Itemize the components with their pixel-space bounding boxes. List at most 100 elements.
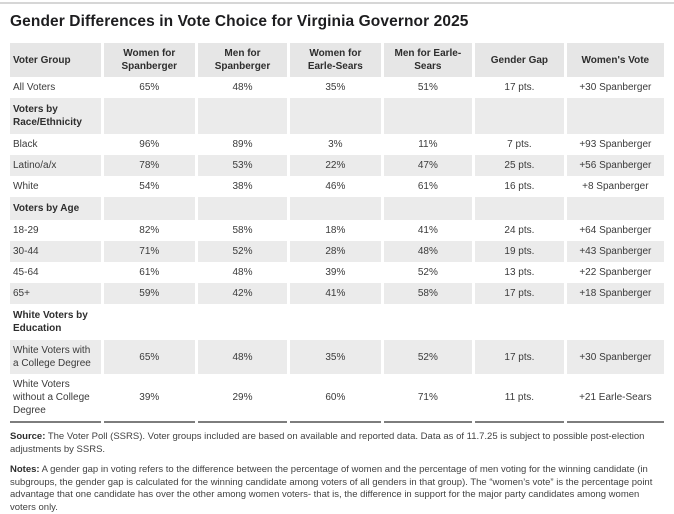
value-cell: 71% (380, 374, 474, 422)
table-row: 18-29 82% 58% 18% 41% 24 pts. +64 Spanberger (10, 220, 664, 241)
value-cell: 48% (194, 77, 289, 98)
value-cell (194, 98, 289, 134)
value-cell: +21 Earle-Sears (563, 374, 664, 422)
source-text: The Voter Poll (SSRS). Voter groups incl… (10, 431, 645, 455)
value-cell: 54% (100, 176, 197, 197)
value-cell: 11% (380, 134, 474, 155)
value-cell (563, 304, 664, 340)
value-cell (194, 197, 289, 220)
value-cell: 35% (287, 77, 383, 98)
value-cell: 65% (100, 77, 197, 98)
value-cell: 48% (194, 262, 289, 283)
value-cell: 52% (380, 340, 474, 374)
voter-group-cell: White Voters with a College Degree (13, 345, 91, 369)
value-cell: +43 Spanberger (563, 241, 664, 262)
value-cell: 28% (287, 241, 383, 262)
notes-text: A gender gap in voting refers to the dif… (10, 464, 653, 513)
value-cell (472, 197, 566, 220)
value-cell: 29% (194, 374, 289, 422)
table-row: Black 96% 89% 3% 11% 7 pts. +93 Spanberger (10, 134, 664, 155)
value-cell: 96% (100, 134, 197, 155)
table-row: White Voters without a College Degree 39%… (10, 374, 664, 422)
voter-group-cell: Voters by Race/Ethnicity (13, 104, 82, 128)
footer: Source: The Voter Poll (SSRS). Voter gro… (10, 431, 664, 514)
section-row: White Voters by Education (10, 304, 664, 340)
value-cell: 71% (100, 241, 197, 262)
value-cell: 89% (194, 134, 289, 155)
value-cell: 35% (287, 340, 383, 374)
source-note: Source: The Voter Poll (SSRS). Voter gro… (10, 431, 664, 456)
voter-group-cell: Latino/a/x (13, 160, 57, 171)
value-cell (100, 197, 197, 220)
table-row: 65+ 59% 42% 41% 58% 17 pts. +18 Spanberger (10, 283, 664, 304)
voter-group-cell: White Voters by Education (13, 310, 88, 334)
column-header: Women for Earle-Sears (287, 43, 383, 77)
value-cell: 22% (287, 155, 383, 176)
value-cell: 82% (100, 220, 197, 241)
voter-group-cell: All Voters (13, 82, 56, 93)
value-cell: 41% (380, 220, 474, 241)
value-cell: +64 Spanberger (563, 220, 664, 241)
value-cell: 39% (287, 262, 383, 283)
value-cell: 17 pts. (472, 283, 566, 304)
section-row: Voters by Race/Ethnicity (10, 98, 664, 134)
value-cell: 41% (287, 283, 383, 304)
value-cell: 60% (287, 374, 383, 422)
value-cell: 52% (380, 262, 474, 283)
page-title: Gender Differences in Vote Choice for Vi… (10, 13, 469, 30)
section-row: Voters by Age (10, 197, 664, 220)
value-cell: 53% (194, 155, 289, 176)
value-cell: 18% (287, 220, 383, 241)
table-row: 30-44 71% 52% 28% 48% 19 pts. +43 Spanberger (10, 241, 664, 262)
column-header: Men for Earle-Sears (380, 43, 474, 77)
value-cell: 61% (100, 262, 197, 283)
column-header: Women's Vote (563, 43, 664, 77)
voter-group-cell: Black (13, 139, 38, 150)
value-cell: 58% (380, 283, 474, 304)
voter-group-cell: 65+ (13, 288, 30, 299)
value-cell: 52% (194, 241, 289, 262)
value-cell: 61% (380, 176, 474, 197)
voter-group-cell: White (13, 181, 39, 192)
value-cell: 24 pts. (472, 220, 566, 241)
value-cell (472, 304, 566, 340)
table-row: White 54% 38% 46% 61% 16 pts. +8 Spanberger (10, 176, 664, 197)
column-header: Women for Spanberger (100, 43, 197, 77)
value-cell: 58% (194, 220, 289, 241)
voter-group-cell: 30-44 (13, 246, 39, 257)
top-divider (0, 2, 674, 4)
value-cell: 17 pts. (472, 340, 566, 374)
value-cell (380, 197, 474, 220)
voter-group-cell: Voters by Age (13, 203, 80, 214)
value-cell: 42% (194, 283, 289, 304)
value-cell: 47% (380, 155, 474, 176)
voter-group-cell: White Voters without a College Degree (13, 379, 90, 416)
value-cell (380, 304, 474, 340)
source-label: Source: (10, 431, 46, 442)
value-cell: 65% (100, 340, 197, 374)
value-cell: 17 pts. (472, 77, 566, 98)
value-cell (100, 304, 197, 340)
table-row: 45-64 61% 48% 39% 52% 13 pts. +22 Spanberger (10, 262, 664, 283)
value-cell: 48% (194, 340, 289, 374)
notes-note: Notes: A gender gap in voting refers to … (10, 464, 664, 514)
value-cell: 78% (100, 155, 197, 176)
value-cell: +56 Spanberger (563, 155, 664, 176)
value-cell: 13 pts. (472, 262, 566, 283)
value-cell: 25 pts. (472, 155, 566, 176)
value-cell: +18 Spanberger (563, 283, 664, 304)
value-cell (380, 98, 474, 134)
value-cell: 51% (380, 77, 474, 98)
value-cell: 7 pts. (472, 134, 566, 155)
voter-group-cell: 18-29 (13, 225, 39, 236)
value-cell (563, 197, 664, 220)
column-header: Gender Gap (472, 43, 566, 77)
value-cell (287, 197, 383, 220)
notes-label: Notes: (10, 464, 40, 476)
column-header: Men for Spanberger (194, 43, 289, 77)
value-cell: 39% (100, 374, 197, 422)
table-row: White Voters with a College Degree 65% 48%… (10, 340, 664, 374)
table-row: Latino/a/x 78% 53% 22% 47% 25 pts. +56 Spanber… (10, 155, 664, 176)
value-cell: 46% (287, 176, 383, 197)
gender-vote-table: Voter Group Women for Spanberger Men for S… (10, 43, 664, 423)
